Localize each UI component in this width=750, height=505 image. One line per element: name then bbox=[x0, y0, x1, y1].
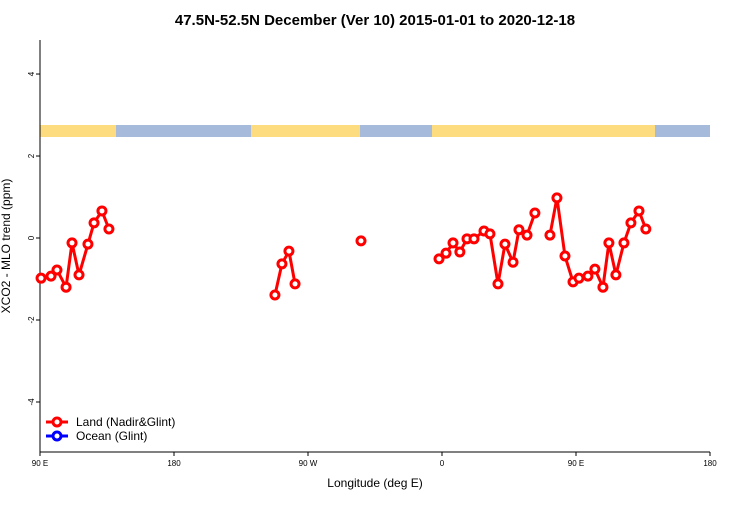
point bbox=[513, 224, 525, 236]
point bbox=[610, 269, 622, 281]
point bbox=[276, 258, 288, 270]
surface-strip bbox=[40, 125, 710, 137]
point bbox=[633, 205, 645, 217]
point bbox=[96, 205, 108, 217]
point bbox=[544, 229, 556, 241]
point bbox=[289, 278, 301, 290]
x-tick-label: 0 bbox=[440, 459, 445, 468]
point bbox=[618, 237, 630, 249]
point bbox=[582, 270, 594, 282]
point bbox=[454, 246, 466, 258]
x-tick-label: 180 bbox=[167, 459, 181, 468]
y-tick-label: 4 bbox=[27, 71, 36, 76]
series-line bbox=[40, 196, 648, 296]
point bbox=[507, 256, 519, 268]
y-tick-label: -2 bbox=[27, 316, 36, 324]
legend-label: Ocean (Glint) bbox=[76, 429, 147, 443]
point bbox=[640, 223, 652, 235]
point bbox=[45, 270, 57, 282]
y-tick-label: -4 bbox=[27, 398, 36, 406]
point bbox=[66, 237, 78, 249]
point bbox=[484, 228, 496, 240]
ocean-strip bbox=[116, 125, 251, 137]
point bbox=[603, 237, 615, 249]
point bbox=[521, 229, 533, 241]
x-tick-label: 180 bbox=[703, 459, 717, 468]
ocean-strip bbox=[360, 125, 432, 137]
y-axis-label: XCO2 - MLO trend (ppm) bbox=[0, 179, 13, 314]
ocean-strip bbox=[655, 125, 710, 137]
point bbox=[433, 253, 445, 265]
point bbox=[283, 245, 295, 257]
point bbox=[529, 207, 541, 219]
point bbox=[589, 263, 601, 275]
legend-label: Land (Nadir&Glint) bbox=[76, 415, 175, 429]
y-tick-label: 2 bbox=[27, 153, 36, 158]
x-tick-label: 90 W bbox=[299, 459, 318, 468]
point bbox=[73, 269, 85, 281]
point bbox=[447, 237, 459, 249]
legend-marker bbox=[51, 416, 63, 428]
point bbox=[492, 278, 504, 290]
point bbox=[51, 264, 63, 276]
point bbox=[82, 238, 94, 250]
legend-marker bbox=[51, 430, 63, 442]
point bbox=[468, 233, 480, 245]
point bbox=[597, 281, 609, 293]
point bbox=[103, 223, 115, 235]
x-tick-label: 90 E bbox=[32, 459, 48, 468]
point bbox=[88, 217, 100, 229]
point bbox=[440, 247, 452, 259]
point bbox=[559, 250, 571, 262]
y-tick-label: 0 bbox=[27, 235, 36, 240]
point bbox=[355, 235, 367, 247]
point bbox=[35, 272, 47, 284]
point bbox=[551, 192, 563, 204]
point bbox=[60, 281, 72, 293]
x-axis-label: Longitude (deg E) bbox=[327, 476, 422, 490]
point bbox=[269, 289, 281, 301]
point bbox=[573, 272, 585, 284]
point bbox=[499, 238, 511, 250]
point bbox=[625, 217, 637, 229]
x-tick-label: 90 E bbox=[568, 459, 584, 468]
chart-title: 47.5N-52.5N December (Ver 10) 2015-01-01… bbox=[175, 12, 575, 29]
legend: Land (Nadir&Glint)Ocean (Glint) bbox=[46, 415, 175, 443]
